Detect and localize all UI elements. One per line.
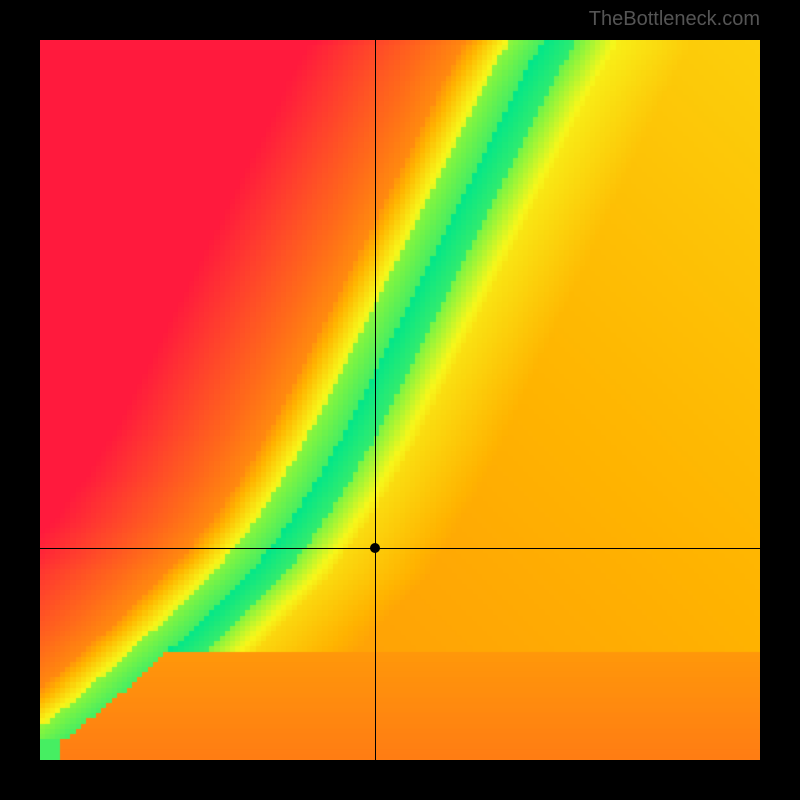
- crosshair-vertical: [375, 40, 376, 760]
- crosshair-dot: [370, 543, 380, 553]
- crosshair-horizontal: [40, 548, 760, 549]
- watermark-text: TheBottleneck.com: [589, 8, 760, 31]
- heatmap-plot: [40, 40, 760, 760]
- heatmap-canvas: [40, 40, 760, 760]
